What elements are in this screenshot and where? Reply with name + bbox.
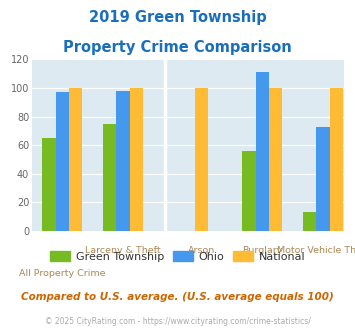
Bar [316,127,330,231]
Bar [130,88,143,231]
Bar [269,88,283,231]
Bar [103,124,116,231]
Bar [42,138,56,231]
Text: Burglary: Burglary [242,246,283,255]
Text: All Property Crime: All Property Crime [19,269,105,278]
Bar [116,91,130,231]
Text: Compared to U.S. average. (U.S. average equals 100): Compared to U.S. average. (U.S. average … [21,292,334,302]
Text: Property Crime Comparison: Property Crime Comparison [63,40,292,54]
Bar [303,213,316,231]
Text: Arson: Arson [188,246,215,255]
Text: Motor Vehicle Theft: Motor Vehicle Theft [277,246,355,255]
Bar [56,92,69,231]
Bar [195,88,208,231]
Bar [256,72,269,231]
Legend: Green Township, Ohio, National: Green Township, Ohio, National [45,247,310,267]
Text: © 2025 CityRating.com - https://www.cityrating.com/crime-statistics/: © 2025 CityRating.com - https://www.city… [45,317,310,326]
Bar [330,88,343,231]
Bar [69,88,82,231]
Text: Larceny & Theft: Larceny & Theft [85,246,161,255]
Bar [242,151,256,231]
Text: 2019 Green Township: 2019 Green Township [89,10,266,25]
